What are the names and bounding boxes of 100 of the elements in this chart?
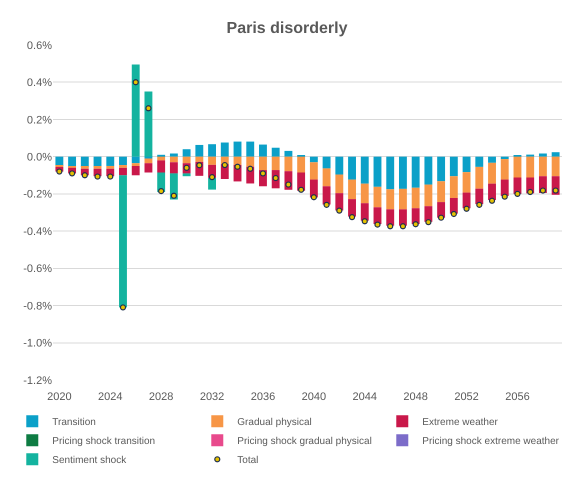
y-tick-label: -0.8% xyxy=(23,300,52,312)
bar xyxy=(94,156,102,167)
point xyxy=(514,190,521,197)
point xyxy=(362,218,368,224)
point xyxy=(285,181,292,188)
x-tick-label: 2056 xyxy=(505,391,530,404)
point xyxy=(425,219,432,226)
point xyxy=(158,188,164,194)
point xyxy=(476,202,482,208)
bar xyxy=(246,142,254,157)
point xyxy=(170,192,177,199)
bar xyxy=(182,149,191,157)
bar xyxy=(538,154,547,157)
bar xyxy=(335,174,344,194)
bar xyxy=(119,168,127,176)
legend-label: Sentiment shock xyxy=(52,455,128,466)
point xyxy=(552,187,559,194)
point xyxy=(438,214,444,221)
bar xyxy=(170,156,178,162)
point xyxy=(247,166,254,172)
bar xyxy=(412,156,420,188)
bar xyxy=(259,144,267,157)
point xyxy=(463,206,470,212)
point xyxy=(196,162,202,168)
bar xyxy=(234,156,242,165)
bar xyxy=(284,156,292,172)
bar xyxy=(462,192,471,208)
bar xyxy=(526,156,534,178)
bar xyxy=(374,207,382,224)
y-tick-label: -1.0% xyxy=(23,338,52,350)
bar xyxy=(68,156,76,167)
legend-label: Gradual physical xyxy=(237,417,312,428)
x-tick-label: 2040 xyxy=(302,391,326,404)
bar xyxy=(119,165,127,168)
bar xyxy=(386,156,394,190)
y-tick-label: 0.2% xyxy=(26,114,52,126)
point xyxy=(56,168,62,175)
bar xyxy=(119,175,127,308)
point xyxy=(400,223,406,230)
bar xyxy=(322,168,331,186)
y-tick-label: 0.6% xyxy=(26,40,52,52)
bar xyxy=(106,156,114,166)
bar xyxy=(220,142,229,157)
bar xyxy=(488,156,496,163)
bar xyxy=(144,163,152,172)
bar xyxy=(475,166,484,189)
bar xyxy=(132,64,140,157)
bar xyxy=(234,142,242,157)
bar xyxy=(360,156,369,184)
x-tick-label: 2020 xyxy=(47,391,72,404)
x-tick-label: 2052 xyxy=(454,391,479,404)
point xyxy=(502,194,508,200)
legend-label: Total xyxy=(237,455,258,466)
bar xyxy=(374,186,382,208)
bar xyxy=(374,156,382,187)
y-tick-label: -1.2% xyxy=(23,374,52,387)
point xyxy=(222,162,228,168)
bar xyxy=(157,160,166,172)
bar xyxy=(450,176,458,198)
x-tick-label: 2036 xyxy=(250,391,276,404)
bar xyxy=(322,186,331,204)
bar xyxy=(488,162,496,184)
point xyxy=(450,210,457,218)
bar xyxy=(259,156,267,170)
chart-title: Paris disorderly xyxy=(226,20,348,38)
legend-label: Transition xyxy=(52,417,96,428)
x-tick-label: 2024 xyxy=(98,391,122,404)
bar xyxy=(514,156,522,178)
bar xyxy=(398,209,407,226)
bar xyxy=(335,193,344,210)
bar xyxy=(552,152,560,157)
bar xyxy=(398,156,407,189)
bar xyxy=(297,156,306,172)
bar xyxy=(398,188,407,210)
point xyxy=(145,105,152,112)
bar xyxy=(132,166,140,176)
bar xyxy=(208,144,216,157)
x-tick-label: 2044 xyxy=(352,391,377,404)
bar xyxy=(310,162,318,180)
y-tick-label: 0.0% xyxy=(26,152,52,164)
x-tick-label: 2028 xyxy=(148,391,174,404)
bar xyxy=(450,198,458,214)
y-tick-label: -0.4% xyxy=(23,226,52,238)
bar xyxy=(157,156,166,160)
bar xyxy=(412,188,420,208)
bar xyxy=(500,159,509,180)
point xyxy=(488,198,496,204)
point xyxy=(540,187,546,194)
bar xyxy=(360,184,369,204)
bar xyxy=(132,163,140,166)
x-tick-label: 2048 xyxy=(403,391,428,404)
y-tick-label: 0.4% xyxy=(26,77,52,90)
bar xyxy=(488,184,496,200)
bar xyxy=(322,156,331,168)
bar xyxy=(170,162,178,174)
bar xyxy=(272,148,280,157)
point xyxy=(208,174,216,180)
point xyxy=(234,164,241,170)
point xyxy=(132,79,139,86)
bar xyxy=(106,166,114,169)
